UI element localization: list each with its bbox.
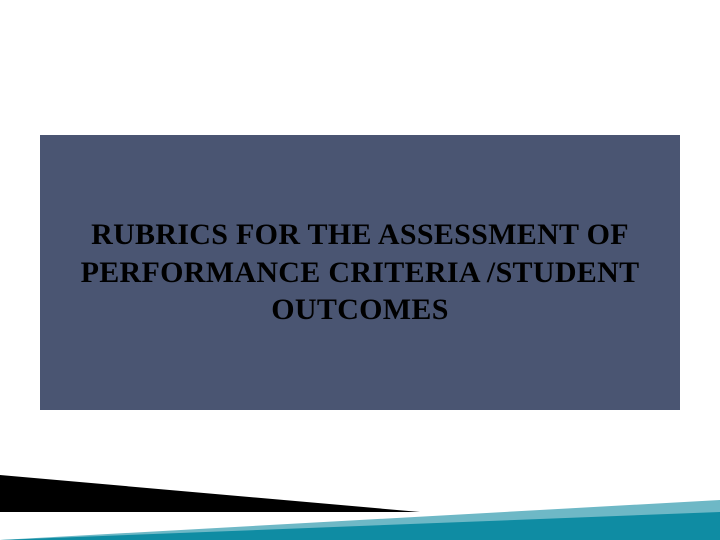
decor-triangle <box>0 500 720 540</box>
decor-triangle <box>0 475 420 512</box>
footer-decoration <box>0 450 720 540</box>
title-box: RUBRICS FOR THE ASSESSMENT OF PERFORMANC… <box>40 135 680 410</box>
slide-title: RUBRICS FOR THE ASSESSMENT OF PERFORMANC… <box>60 216 660 329</box>
slide: RUBRICS FOR THE ASSESSMENT OF PERFORMANC… <box>0 0 720 540</box>
decor-triangle <box>0 512 720 540</box>
